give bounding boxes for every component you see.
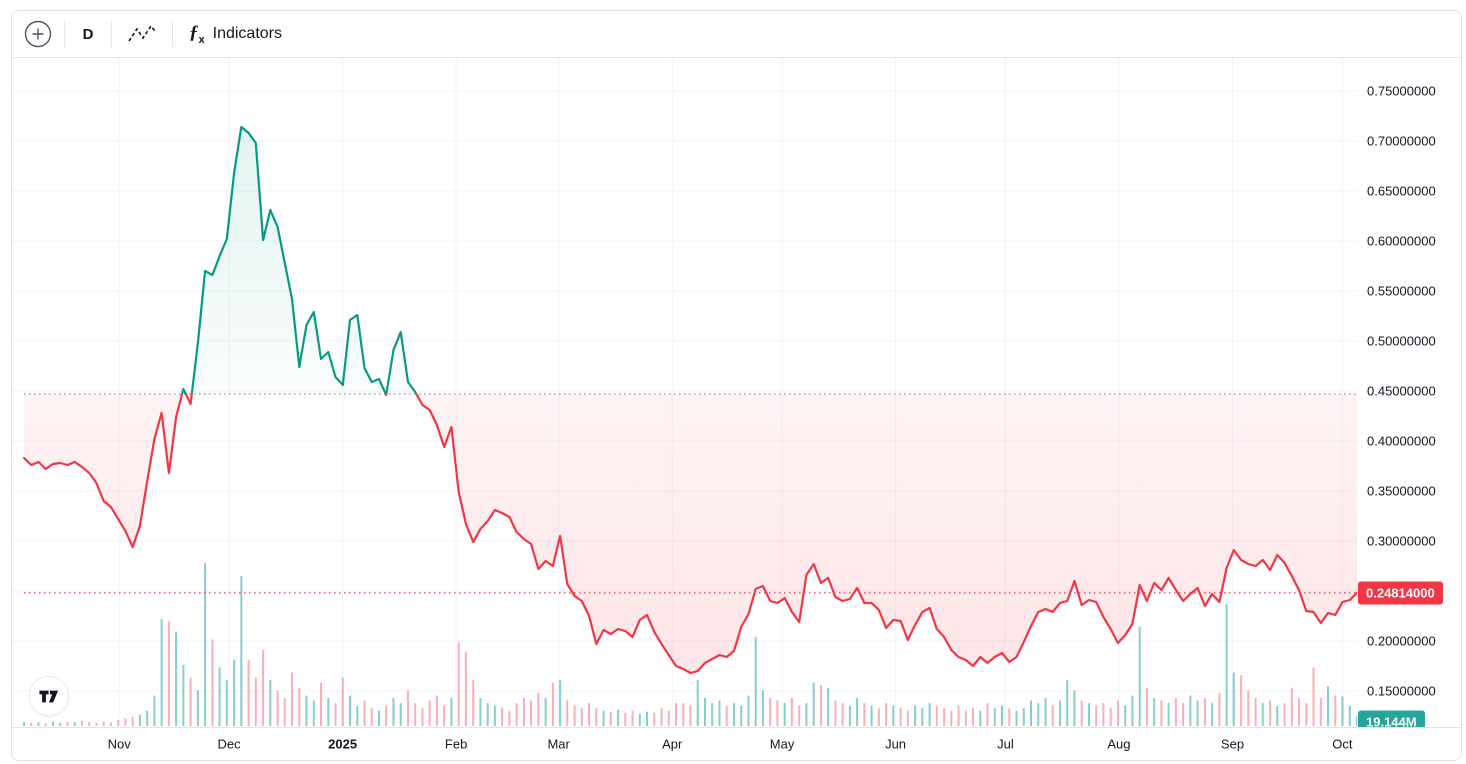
price-tick-label: 0.50000000: [1367, 333, 1436, 349]
time-tick-label: Sep: [1220, 736, 1245, 752]
plus-circle-icon: [24, 20, 52, 48]
tv-logo-glyph: [39, 690, 59, 702]
baseline-chart-icon: [127, 23, 157, 45]
fx-icon: ƒx: [189, 22, 205, 46]
interval-label: D: [82, 25, 94, 43]
time-tick-label: Aug: [1107, 736, 1131, 752]
chart-card: D ƒx Indicators 0.75000000 0.70000000 0.65…: [11, 10, 1462, 761]
add-symbol-button[interactable]: [12, 15, 64, 53]
chart-type-button[interactable]: [112, 15, 172, 53]
price-tick-label: 0.45000000: [1367, 383, 1436, 399]
price-tick-label: 0.40000000: [1367, 433, 1436, 449]
last-price-badge: 0.24814000: [1358, 581, 1443, 605]
toolbar-separator: [64, 21, 65, 47]
time-axis[interactable]: Nov Dec 2025 Feb Mar Apr May Jun Jul Aug Sep Oct: [12, 727, 1461, 760]
time-tick-label: 2025: [328, 736, 358, 752]
price-tick-label: 0.70000000: [1367, 133, 1436, 149]
price-tick-label: 0.35000000: [1367, 483, 1436, 499]
time-tick-label: Nov: [107, 736, 131, 752]
chart-canvas[interactable]: [12, 57, 1357, 727]
indicators-button[interactable]: ƒx Indicators: [173, 15, 298, 53]
toolbar-separator: [111, 21, 112, 47]
chart-pane[interactable]: [12, 57, 1357, 727]
time-tick-label: Feb: [444, 736, 468, 752]
price-tick-label: 0.55000000: [1367, 283, 1436, 299]
interval-button[interactable]: D: [65, 15, 111, 53]
price-tick-label: 0.15000000: [1367, 683, 1436, 699]
time-tick-label: May: [769, 736, 795, 752]
price-tick-label: 0.75000000: [1367, 83, 1436, 99]
price-tick-label: 0.20000000: [1367, 633, 1436, 649]
price-tick-label: 0.60000000: [1367, 233, 1436, 249]
time-tick-label: Apr: [662, 736, 683, 752]
price-tick-label: 0.30000000: [1367, 533, 1436, 549]
price-tick-label: 0.65000000: [1367, 183, 1436, 199]
tradingview-logo[interactable]: [29, 676, 69, 716]
time-tick-label: Oct: [1332, 736, 1353, 752]
time-tick-label: Dec: [217, 736, 241, 752]
time-tick-label: Mar: [547, 736, 570, 752]
time-tick-label: Jul: [997, 736, 1014, 752]
price-scale[interactable]: 0.75000000 0.70000000 0.65000000 0.60000000…: [1357, 57, 1461, 734]
indicators-label: Indicators: [212, 25, 282, 42]
toolbar-separator: [172, 21, 173, 47]
time-tick-label: Jun: [885, 736, 907, 752]
top-toolbar: D ƒx Indicators: [12, 11, 1461, 58]
